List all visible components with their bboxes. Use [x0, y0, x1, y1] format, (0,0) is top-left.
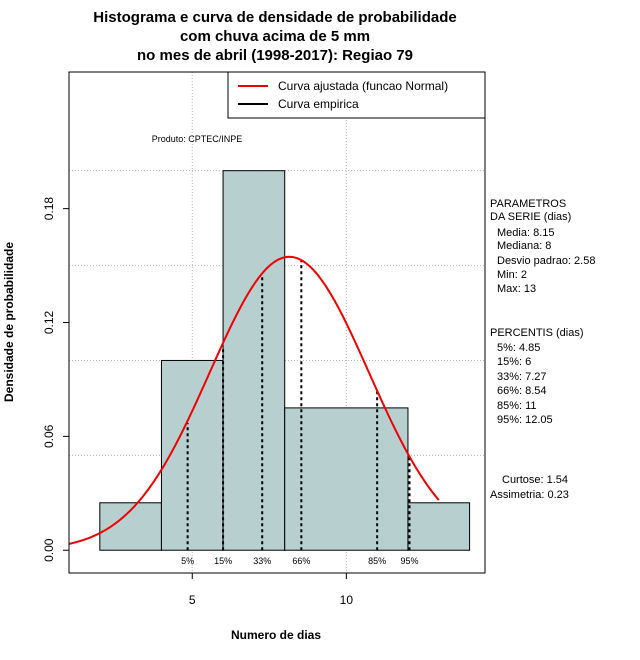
y-tick-label-1: 0.06 [42, 424, 56, 448]
y-axis-label: Densidade de probabilidade [2, 242, 16, 402]
y-tick-label-2: 0.12 [42, 310, 56, 334]
stats-panel: PARAMETROS DA SERIE (dias) Media: 8.15 M… [490, 198, 595, 501]
percentil-66: 66%: 8.54 [497, 385, 547, 397]
y-tick-label-0: 0.00 [42, 538, 56, 562]
percentis-title: PERCENTIS (dias) [490, 327, 584, 339]
normal-curve [68, 255, 440, 545]
assimetria: Assimetria: 0.23 [490, 489, 569, 501]
legend-label-fit: Curva ajustada (funcao Normal) [278, 79, 448, 93]
histogram-bar-2 [222, 170, 286, 551]
params-title-2: DA SERIE (dias) [490, 211, 571, 223]
legend-box [227, 71, 486, 119]
y-tick-label-3: 0.18 [42, 197, 56, 221]
percentil-33: 33%: 7.27 [497, 371, 547, 383]
chart-title: Histograma e curva de densidade de proba… [93, 9, 456, 64]
percentile-label-5: 95% [400, 556, 418, 566]
percentile-lines: 5% 15% 33% 66% 85% 95% [181, 259, 419, 566]
x-tick-label-0: 5 [189, 593, 196, 607]
percentile-label-2: 33% [253, 556, 271, 566]
percentil-95: 95%: 12.05 [497, 414, 553, 426]
param-desvio: Desvio padrao: 2.58 [497, 255, 595, 267]
histogram-bars [99, 170, 471, 551]
legend-label-empirical: Curva empirica [278, 97, 359, 111]
percentil-15: 15%: 6 [497, 356, 531, 368]
title-line-1: Histograma e curva de densidade de proba… [93, 9, 456, 26]
title-line-2: com chuva acima de 5 mm [180, 28, 370, 45]
percentil-5: 5%: 4.85 [497, 342, 540, 354]
legend: Curva ajustada (funcao Normal) Curva emp… [227, 71, 486, 119]
product-annotation: Produto: CPTEC/INPE [152, 134, 243, 144]
title-line-3: no mes de abril (1998-2017): Regiao 79 [137, 47, 413, 64]
x-axis-label: Numero de dias [231, 628, 321, 642]
param-mediana: Mediana: 8 [497, 240, 551, 252]
histogram-bar-3 [284, 407, 409, 551]
percentile-label-1: 15% [214, 556, 232, 566]
param-media: Media: 8.15 [497, 227, 554, 239]
normal-curve-path [68, 255, 440, 545]
param-min: Min: 2 [497, 269, 527, 281]
axes: 5 10 0.00 0.06 0.12 0.18 [42, 197, 353, 607]
histogram-bar-4 [407, 502, 471, 551]
percentil-85: 85%: 11 [497, 400, 537, 412]
param-max: Max: 13 [497, 283, 536, 295]
params-title-1: PARAMETROS [490, 198, 566, 210]
curtose: Curtose: 1.54 [502, 474, 568, 486]
percentile-label-4: 85% [368, 556, 386, 566]
percentile-label-0: 5% [181, 556, 194, 566]
x-tick-label-1: 10 [340, 593, 354, 607]
percentile-label-3: 66% [292, 556, 310, 566]
